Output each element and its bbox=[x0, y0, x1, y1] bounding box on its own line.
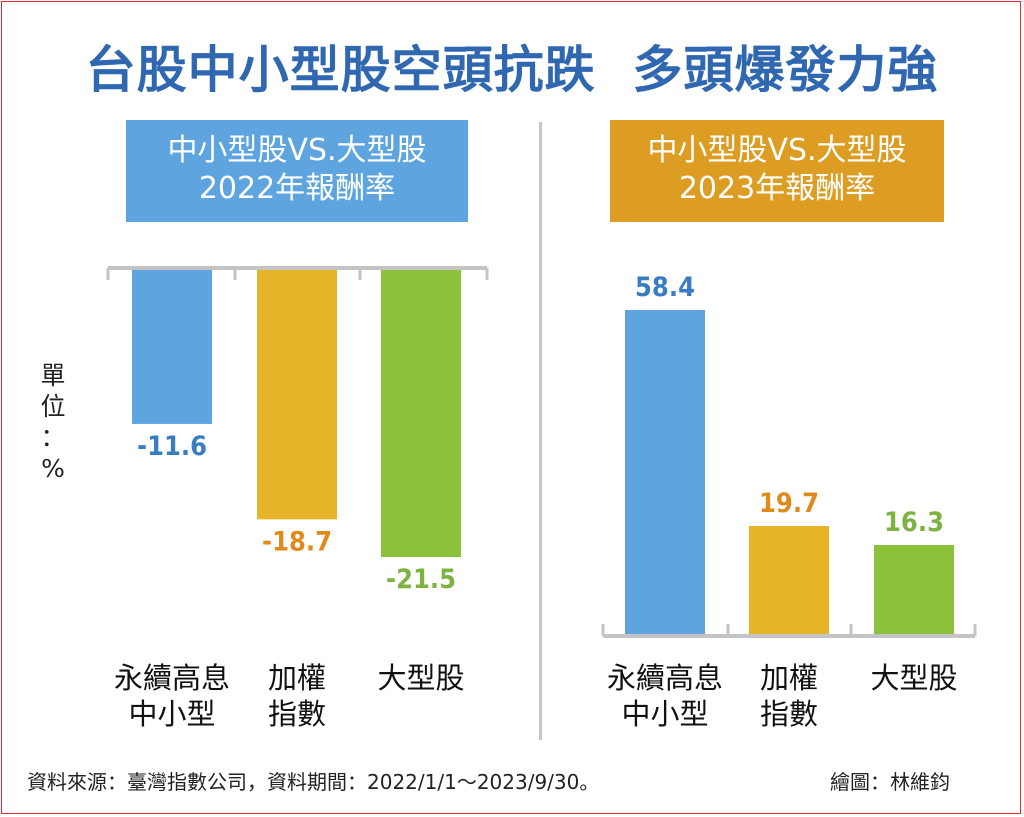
source-note: 資料來源：臺灣指數公司，資料期間：2022/1/1～2023/9/30。 bbox=[27, 770, 600, 794]
header-2023-line1: 中小型股VS.大型股 bbox=[647, 133, 907, 168]
category-label-2023-2: 加權 bbox=[760, 661, 818, 695]
credit-note: 繪圖：林維鈞 bbox=[830, 770, 950, 794]
category-label-2022-2: 加權 bbox=[268, 661, 326, 695]
page-title: 台股中小型股空頭抗跌 多頭爆發力強 bbox=[85, 41, 939, 99]
value-label-2022-1: -11.6 bbox=[137, 431, 207, 462]
header-2022-line2: 2022年報酬率 bbox=[198, 171, 396, 206]
category-label-2022-1: 永續高息 bbox=[114, 661, 230, 695]
category-label-2022-3: 大型股 bbox=[377, 661, 464, 695]
category-label-2022-1: 中小型 bbox=[128, 697, 215, 731]
unit-char-4: % bbox=[41, 454, 65, 483]
header-2022: 中小型股VS.大型股 2022年報酬率 bbox=[126, 120, 468, 222]
value-label-2023-3: 16.3 bbox=[884, 507, 944, 538]
category-label-2023-2: 指數 bbox=[760, 697, 818, 731]
unit-char-1: 單 bbox=[40, 361, 66, 390]
bar-2023-1 bbox=[625, 310, 705, 636]
panel-divider bbox=[539, 122, 542, 740]
bar-2022-1 bbox=[132, 268, 212, 424]
header-2022-line1: 中小型股VS.大型股 bbox=[167, 133, 427, 168]
bar-2022-3 bbox=[381, 268, 461, 557]
unit-char-2: 位 bbox=[40, 392, 66, 421]
category-label-2023-3: 大型股 bbox=[870, 661, 957, 695]
unit-char-3: ： bbox=[40, 423, 66, 452]
footer: 資料來源：臺灣指數公司，資料期間：2022/1/1～2023/9/30。 繪圖：… bbox=[0, 766, 1024, 796]
category-label-2023-1: 中小型 bbox=[621, 697, 708, 731]
value-label-2022-2: -18.7 bbox=[262, 526, 332, 557]
category-label-2022-2: 指數 bbox=[268, 697, 326, 731]
header-2023-line2: 2023年報酬率 bbox=[678, 171, 876, 206]
value-label-2023-1: 58.4 bbox=[635, 272, 695, 303]
bar-2023-3 bbox=[874, 545, 954, 636]
bar-2023-2 bbox=[749, 526, 829, 636]
category-label-2023-1: 永續高息 bbox=[607, 661, 723, 695]
header-2023: 中小型股VS.大型股 2023年報酬率 bbox=[610, 120, 944, 222]
bar-2022-2 bbox=[257, 268, 337, 520]
value-label-2023-2: 19.7 bbox=[759, 488, 819, 519]
unit-label: 單 位 ： % bbox=[38, 360, 68, 484]
value-label-2022-3: -21.5 bbox=[386, 564, 456, 595]
